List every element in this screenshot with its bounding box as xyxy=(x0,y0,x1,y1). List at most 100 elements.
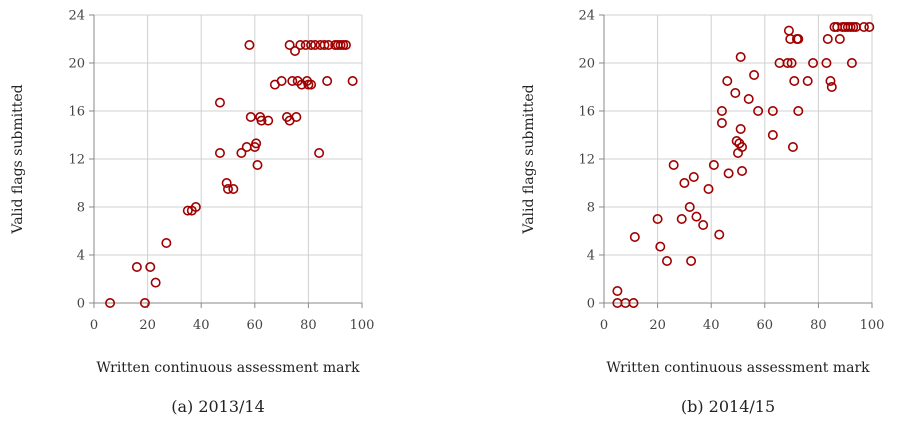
data-point xyxy=(787,142,798,153)
chart-panel-1: 0 4 8 12 16 20 24 0 20 40 60 80 100 Written continuou… xyxy=(10,9,374,417)
data-point xyxy=(686,255,697,266)
data-point xyxy=(252,160,263,171)
y-tick-label: 20 xyxy=(578,57,595,72)
data-point xyxy=(289,45,300,56)
x-axis-label: Written continuous assessment mark xyxy=(606,360,870,376)
data-point xyxy=(735,124,746,135)
data-point xyxy=(245,112,256,123)
y-tick-label: 0 xyxy=(587,297,595,312)
y-tick-label: 16 xyxy=(578,105,595,120)
data-point xyxy=(314,148,325,159)
data-point xyxy=(306,39,317,50)
data-point xyxy=(730,88,741,99)
data-point xyxy=(182,205,193,216)
x-tick-label: 80 xyxy=(300,318,317,333)
data-point xyxy=(732,148,743,159)
data-point xyxy=(310,39,321,50)
data-point xyxy=(722,76,733,87)
y-tick-label: 0 xyxy=(77,297,85,312)
x-tick-label: 0 xyxy=(90,318,98,333)
y-tick-label: 12 xyxy=(578,153,595,168)
data-point xyxy=(300,39,311,50)
data-point xyxy=(287,76,298,87)
data-point xyxy=(789,76,800,87)
y-tick-label: 4 xyxy=(77,249,85,264)
data-point xyxy=(786,57,797,68)
data-point xyxy=(703,184,714,195)
data-point xyxy=(655,241,666,252)
data-point xyxy=(256,115,267,126)
data-point xyxy=(783,25,794,36)
data-point xyxy=(698,220,709,231)
data-point xyxy=(131,261,142,272)
data-point xyxy=(139,297,150,308)
y-axis-label: Valid flags submitted xyxy=(10,84,26,234)
x-tick-label: 60 xyxy=(757,318,774,333)
data-point xyxy=(846,57,857,68)
data-point xyxy=(708,160,719,171)
data-point xyxy=(676,214,687,225)
data-point xyxy=(826,82,837,93)
data-point xyxy=(284,39,295,50)
data-point xyxy=(737,142,748,153)
x-tick-label: 80 xyxy=(810,318,827,333)
y-tick-label: 8 xyxy=(587,201,595,216)
data-point xyxy=(793,33,804,44)
data-point xyxy=(782,57,793,68)
data-point xyxy=(688,172,699,183)
data-point xyxy=(808,57,819,68)
data-point xyxy=(714,229,725,240)
data-point xyxy=(105,297,116,308)
data-point xyxy=(214,148,225,159)
data-point xyxy=(319,39,330,50)
data-point xyxy=(679,178,690,189)
data-point xyxy=(612,285,623,296)
data-point xyxy=(652,214,663,225)
data-point xyxy=(241,142,252,153)
data-point xyxy=(628,297,639,308)
x-tick-label: 40 xyxy=(703,318,720,333)
y-tick-label: 4 xyxy=(587,249,595,264)
data-point xyxy=(858,21,869,32)
data-point xyxy=(221,178,232,189)
y-tick-label: 24 xyxy=(68,9,85,24)
x-tick-label: 100 xyxy=(860,318,885,333)
data-point xyxy=(767,130,778,141)
data-point xyxy=(793,106,804,117)
data-point xyxy=(864,21,875,32)
data-point xyxy=(691,211,702,222)
x-tick-label: 0 xyxy=(600,318,608,333)
data-point xyxy=(716,106,727,117)
data-point xyxy=(629,232,640,243)
data-point xyxy=(723,168,734,179)
data-point xyxy=(822,33,833,44)
data-point xyxy=(306,79,317,90)
data-point xyxy=(661,255,672,266)
subfigure-caption: (b) 2014/15 xyxy=(681,397,775,416)
chart-panel-2: 0 4 8 12 16 20 24 0 20 40 60 80 100 Written continuou… xyxy=(521,9,884,417)
data-point xyxy=(737,166,748,177)
y-tick-label: 8 xyxy=(77,201,85,216)
data-point xyxy=(276,76,287,87)
x-tick-label: 40 xyxy=(193,318,210,333)
data-point xyxy=(716,118,727,129)
data-point xyxy=(347,76,358,87)
data-point xyxy=(145,261,156,272)
y-tick-label: 20 xyxy=(68,57,85,72)
data-point xyxy=(767,106,778,117)
data-point xyxy=(295,39,306,50)
data-point xyxy=(244,39,255,50)
data-point xyxy=(668,160,679,171)
data-point xyxy=(291,112,302,123)
data-point xyxy=(802,76,813,87)
subfigure-caption: (a) 2013/14 xyxy=(171,397,265,416)
data-point xyxy=(735,51,746,62)
data-point xyxy=(236,148,247,159)
y-tick-label: 24 xyxy=(578,9,595,24)
data-point xyxy=(731,136,742,147)
data-point xyxy=(223,184,234,195)
data-point xyxy=(251,138,262,149)
data-point xyxy=(322,76,333,87)
data-point xyxy=(150,277,161,288)
